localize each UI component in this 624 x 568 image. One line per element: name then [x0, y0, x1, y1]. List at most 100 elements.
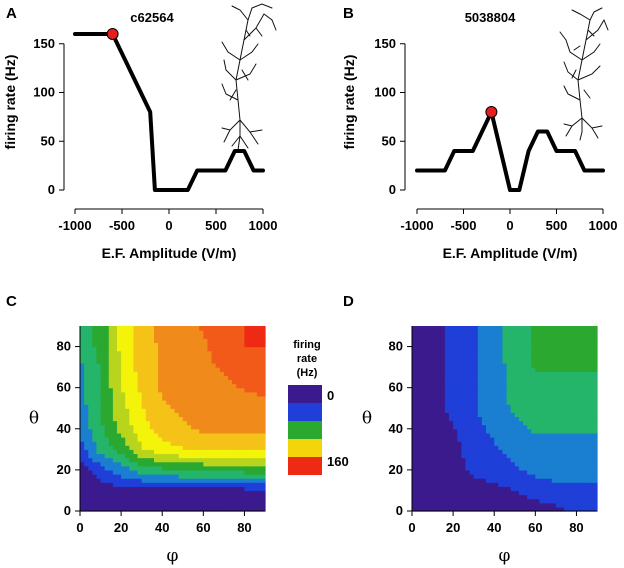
heat-cell-d — [453, 330, 458, 335]
heat-cell-d — [584, 437, 590, 442]
heat-cell-d — [560, 326, 565, 331]
heat-cell-c — [219, 432, 225, 438]
heat-cell-d — [564, 375, 569, 381]
heat-cell-c — [174, 412, 180, 418]
heat-cell-c — [92, 490, 98, 496]
heat-cell-c — [203, 437, 209, 442]
heat-cell-c — [112, 391, 118, 397]
heat-cell-d — [514, 490, 520, 496]
heat-cell-d — [412, 494, 417, 500]
heat-cell-c — [88, 416, 93, 422]
heat-cell-c — [195, 449, 200, 455]
heat-cell-c — [186, 395, 192, 401]
heat-cell-d — [469, 363, 475, 368]
heat-cell-d — [412, 441, 417, 446]
heat-cell-d — [527, 375, 532, 381]
heat-cell-c — [133, 354, 139, 360]
heat-cell-d — [560, 506, 565, 512]
heat-cell-c — [88, 441, 93, 446]
heat-cell-c — [219, 412, 225, 418]
heat-cell-c — [232, 457, 237, 463]
heat-cell-c — [236, 412, 241, 418]
heat-cell-d — [510, 404, 516, 409]
heat-cell-d — [440, 494, 446, 500]
heat-cell-c — [248, 424, 254, 430]
heat-cell-c — [100, 469, 106, 475]
heat-cell-d — [469, 482, 475, 487]
heat-cell-c — [96, 379, 102, 385]
heat-cell-d — [465, 350, 471, 356]
heat-cell-d — [477, 482, 483, 487]
heat-cell-d — [490, 358, 495, 364]
heat-cell-d — [543, 420, 549, 426]
x-tick-label-d: 0 — [408, 520, 415, 535]
heat-cell-d — [551, 326, 557, 331]
heat-cell-c — [195, 412, 200, 418]
heat-cell-d — [531, 346, 536, 352]
heat-cell-d — [432, 354, 438, 360]
heat-cell-c — [186, 465, 192, 471]
heat-cell-d — [449, 441, 454, 446]
heat-cell-d — [510, 334, 516, 339]
heat-cell-d — [576, 490, 582, 496]
heat-cell-c — [228, 498, 233, 504]
heat-cell-d — [444, 387, 450, 393]
heat-cell-d — [523, 391, 528, 397]
heat-cell-c — [248, 494, 254, 500]
heat-cell-c — [248, 416, 254, 422]
heat-cell-d — [564, 502, 569, 508]
heat-cell-c — [186, 367, 192, 372]
heat-cell-c — [125, 404, 130, 409]
heat-cell-d — [535, 490, 541, 496]
heat-cell-d — [588, 383, 594, 389]
heat-cell-d — [481, 494, 487, 500]
heat-cell-d — [535, 469, 541, 475]
heat-cell-c — [162, 428, 167, 434]
heat-cell-d — [510, 437, 516, 442]
heat-cell-c — [125, 465, 130, 471]
heat-cell-d — [481, 342, 487, 348]
heat-cell-c — [240, 350, 246, 356]
heat-cell-d — [572, 383, 578, 389]
heat-cell-c — [96, 408, 102, 413]
heat-cell-c — [141, 350, 147, 356]
heat-cell-c — [211, 412, 217, 418]
heat-cell-c — [162, 453, 167, 459]
heat-cell-d — [576, 354, 582, 360]
heat-cell-d — [420, 346, 425, 352]
heat-cell-c — [203, 350, 209, 356]
heat-cell-c — [219, 420, 225, 426]
heat-cell-d — [432, 490, 438, 496]
heat-cell-d — [449, 395, 454, 401]
heat-cell-d — [580, 371, 586, 376]
heat-cell-d — [510, 432, 516, 438]
heat-cell-c — [149, 482, 155, 487]
heat-cell-d — [412, 502, 417, 508]
heat-cell-d — [555, 428, 561, 434]
heat-cell-d — [523, 363, 528, 368]
heat-cell-d — [486, 465, 491, 471]
heat-cell-c — [154, 334, 159, 339]
heat-cell-d — [518, 432, 524, 438]
heat-cell-c — [108, 391, 114, 397]
heat-cell-d — [572, 367, 578, 372]
heat-cell-c — [121, 478, 126, 483]
heat-cell-c — [232, 404, 237, 409]
heat-cell-d — [531, 474, 536, 479]
heat-cell-d — [469, 395, 475, 401]
heat-cell-d — [432, 367, 438, 372]
heat-cell-c — [195, 346, 200, 352]
heat-cell-c — [117, 457, 122, 463]
heat-cell-c — [178, 408, 184, 413]
heat-cell-c — [133, 428, 139, 434]
heat-cell-c — [191, 358, 196, 364]
heat-cell-d — [535, 486, 541, 492]
heat-cell-d — [453, 478, 458, 483]
heat-cell-c — [174, 383, 180, 389]
heat-cell-d — [547, 465, 553, 471]
heat-cell-c — [219, 395, 225, 401]
heat-cell-d — [428, 412, 434, 418]
heat-cell-c — [84, 338, 89, 344]
heat-cell-d — [568, 326, 573, 331]
heat-cell-c — [125, 432, 130, 438]
